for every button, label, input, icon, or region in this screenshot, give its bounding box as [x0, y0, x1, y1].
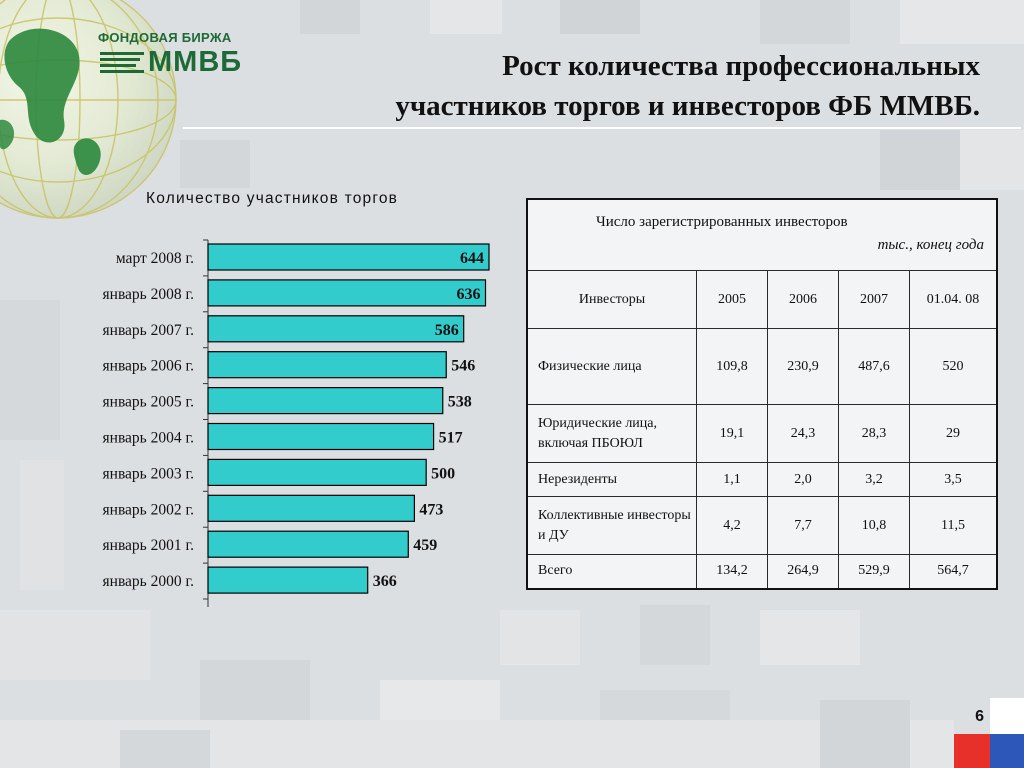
value-label: 366: [373, 573, 397, 590]
title-underline: [183, 127, 1021, 129]
table-cell: 264,9: [767, 554, 839, 589]
value-label: 459: [413, 537, 437, 554]
bar: [207, 530, 409, 558]
table-row: Коллективные инвесторы и ДУ 4,2 7,7 10,8…: [526, 496, 998, 555]
flag-red-stripe: [954, 734, 990, 768]
value-label: 538: [448, 394, 472, 411]
bar-chart-title: Количество участников торгов: [146, 190, 399, 207]
flag-blue-stripe: [990, 734, 1024, 768]
table-caption-cell: Число зарегистрированных инвесторов тыс.…: [526, 198, 998, 271]
category-label: январь 2005 г.: [103, 394, 194, 411]
table-cell: 24,3: [767, 404, 839, 463]
table-header-cell: Инвесторы: [526, 270, 697, 329]
bar: [207, 315, 465, 343]
logo-stripes-icon: [100, 52, 144, 73]
table-cell: 3,2: [838, 462, 910, 497]
page-title: Рост количества профессиональных участни…: [340, 46, 980, 126]
table-cell: 11,5: [909, 496, 998, 555]
category-label: январь 2008 г.: [103, 286, 194, 303]
category-label: январь 2003 г.: [103, 465, 194, 482]
table-cell: 230,9: [767, 328, 839, 405]
table-row-label: Физические лица: [526, 328, 697, 405]
value-label: 636: [457, 286, 481, 303]
category-label: январь 2000 г.: [103, 573, 194, 590]
category-label: март 2008 г.: [116, 250, 194, 267]
bar: [207, 279, 487, 307]
table-cell: 29: [909, 404, 998, 463]
table-cell: 134,2: [696, 554, 768, 589]
table-cell: 529,9: [838, 554, 910, 589]
table-header-cell: 01.04. 08: [909, 270, 998, 329]
investors-table: Число зарегистрированных инвесторов тыс.…: [526, 198, 998, 590]
table-row: Физические лица 109,8 230,9 487,6 520: [526, 328, 998, 405]
table-row-label: Нерезиденты: [526, 462, 697, 497]
value-label: 546: [451, 358, 475, 375]
table-cell: 487,6: [838, 328, 910, 405]
table-unit-note: тыс., конец года: [877, 237, 984, 253]
category-label: январь 2001 г.: [103, 537, 194, 554]
bar: [207, 351, 447, 379]
page-title-line-2: участников торгов и инвесторов ФБ ММВБ.: [395, 90, 980, 122]
value-label: 500: [431, 465, 455, 482]
table-cell: 4,2: [696, 496, 768, 555]
table-header-cell: 2005: [696, 270, 768, 329]
table-caption-row: Число зарегистрированных инвесторов тыс.…: [526, 198, 998, 271]
table-cell: 2,0: [767, 462, 839, 497]
table-header-cell: 2006: [767, 270, 839, 329]
russian-flag-icon: [954, 698, 1024, 768]
bar: [207, 566, 369, 594]
table-row-label: Коллективные инвесторы и ДУ: [526, 496, 697, 555]
category-label: январь 2006 г.: [103, 358, 194, 375]
bar: [207, 243, 490, 271]
logo-main-text: ММВБ: [148, 46, 243, 78]
page-title-line-1: Рост количества профессиональных: [502, 50, 980, 82]
table-row-label: Юридические лица, включая ПБОЮЛ: [526, 404, 697, 463]
table-row: Юридические лица, включая ПБОЮЛ 19,1 24,…: [526, 404, 998, 463]
table-row: Всего 134,2 264,9 529,9 564,7: [526, 554, 998, 589]
page-number: 6: [975, 708, 984, 725]
bar-chart: март 2008 г. 644 январь 2008 г. 636 январь 2…: [103, 239, 490, 607]
bar: [207, 494, 415, 522]
table-cell: 28,3: [838, 404, 910, 463]
table-cell: 564,7: [909, 554, 998, 589]
category-label: январь 2004 г.: [103, 430, 194, 447]
table-row-label: Всего: [526, 554, 697, 589]
table-cell: 109,8: [696, 328, 768, 405]
bar: [207, 458, 427, 486]
category-label: январь 2007 г.: [103, 322, 194, 339]
value-label: 473: [419, 501, 443, 518]
table-caption: Число зарегистрированных инвесторов: [596, 214, 848, 230]
bar: [207, 422, 435, 451]
table-cell: 10,8: [838, 496, 910, 555]
table-cell: 1,1: [696, 462, 768, 497]
bar: [207, 387, 444, 415]
table-cell: 520: [909, 328, 998, 405]
table-header-cell: 2007: [838, 270, 910, 329]
table-cell: 19,1: [696, 404, 768, 463]
table-cell: 7,7: [767, 496, 839, 555]
table-row: Нерезиденты 1,1 2,0 3,2 3,5: [526, 462, 998, 497]
logo-top-text: ФОНДОВАЯ БИРЖА: [98, 30, 232, 45]
flag-white-stripe: [990, 698, 1024, 734]
value-label: 517: [439, 430, 463, 447]
value-label: 586: [435, 322, 459, 339]
table-cell: 3,5: [909, 462, 998, 497]
category-label: январь 2002 г.: [103, 501, 194, 518]
value-label: 644: [460, 250, 484, 267]
table-header-row: Инвесторы 2005 2006 2007 01.04. 08: [526, 270, 998, 329]
